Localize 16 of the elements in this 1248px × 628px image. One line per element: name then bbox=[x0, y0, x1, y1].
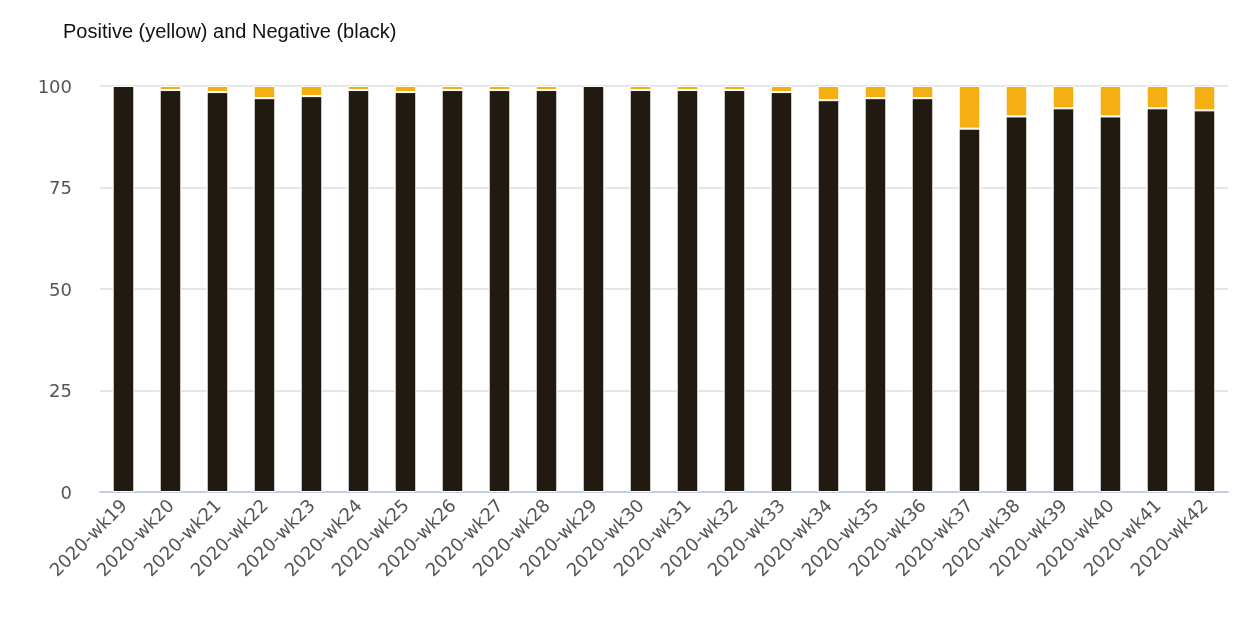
y-tick-label: 0 bbox=[60, 481, 72, 503]
bar bbox=[441, 90, 464, 492]
bar bbox=[676, 90, 699, 492]
y-tick-label: 75 bbox=[49, 177, 72, 198]
bar bbox=[629, 90, 652, 492]
bar bbox=[159, 90, 182, 492]
y-tick-label: 25 bbox=[49, 380, 72, 401]
bar bbox=[723, 90, 746, 492]
bar bbox=[347, 90, 370, 492]
y-tick-label: 50 bbox=[49, 278, 72, 300]
bar bbox=[582, 86, 605, 492]
y-tick-label: 100 bbox=[37, 75, 72, 97]
bar bbox=[535, 90, 558, 492]
bar bbox=[488, 90, 511, 492]
bar bbox=[112, 86, 135, 492]
chart-title: Positive (yellow) and Negative (black) bbox=[63, 20, 397, 42]
